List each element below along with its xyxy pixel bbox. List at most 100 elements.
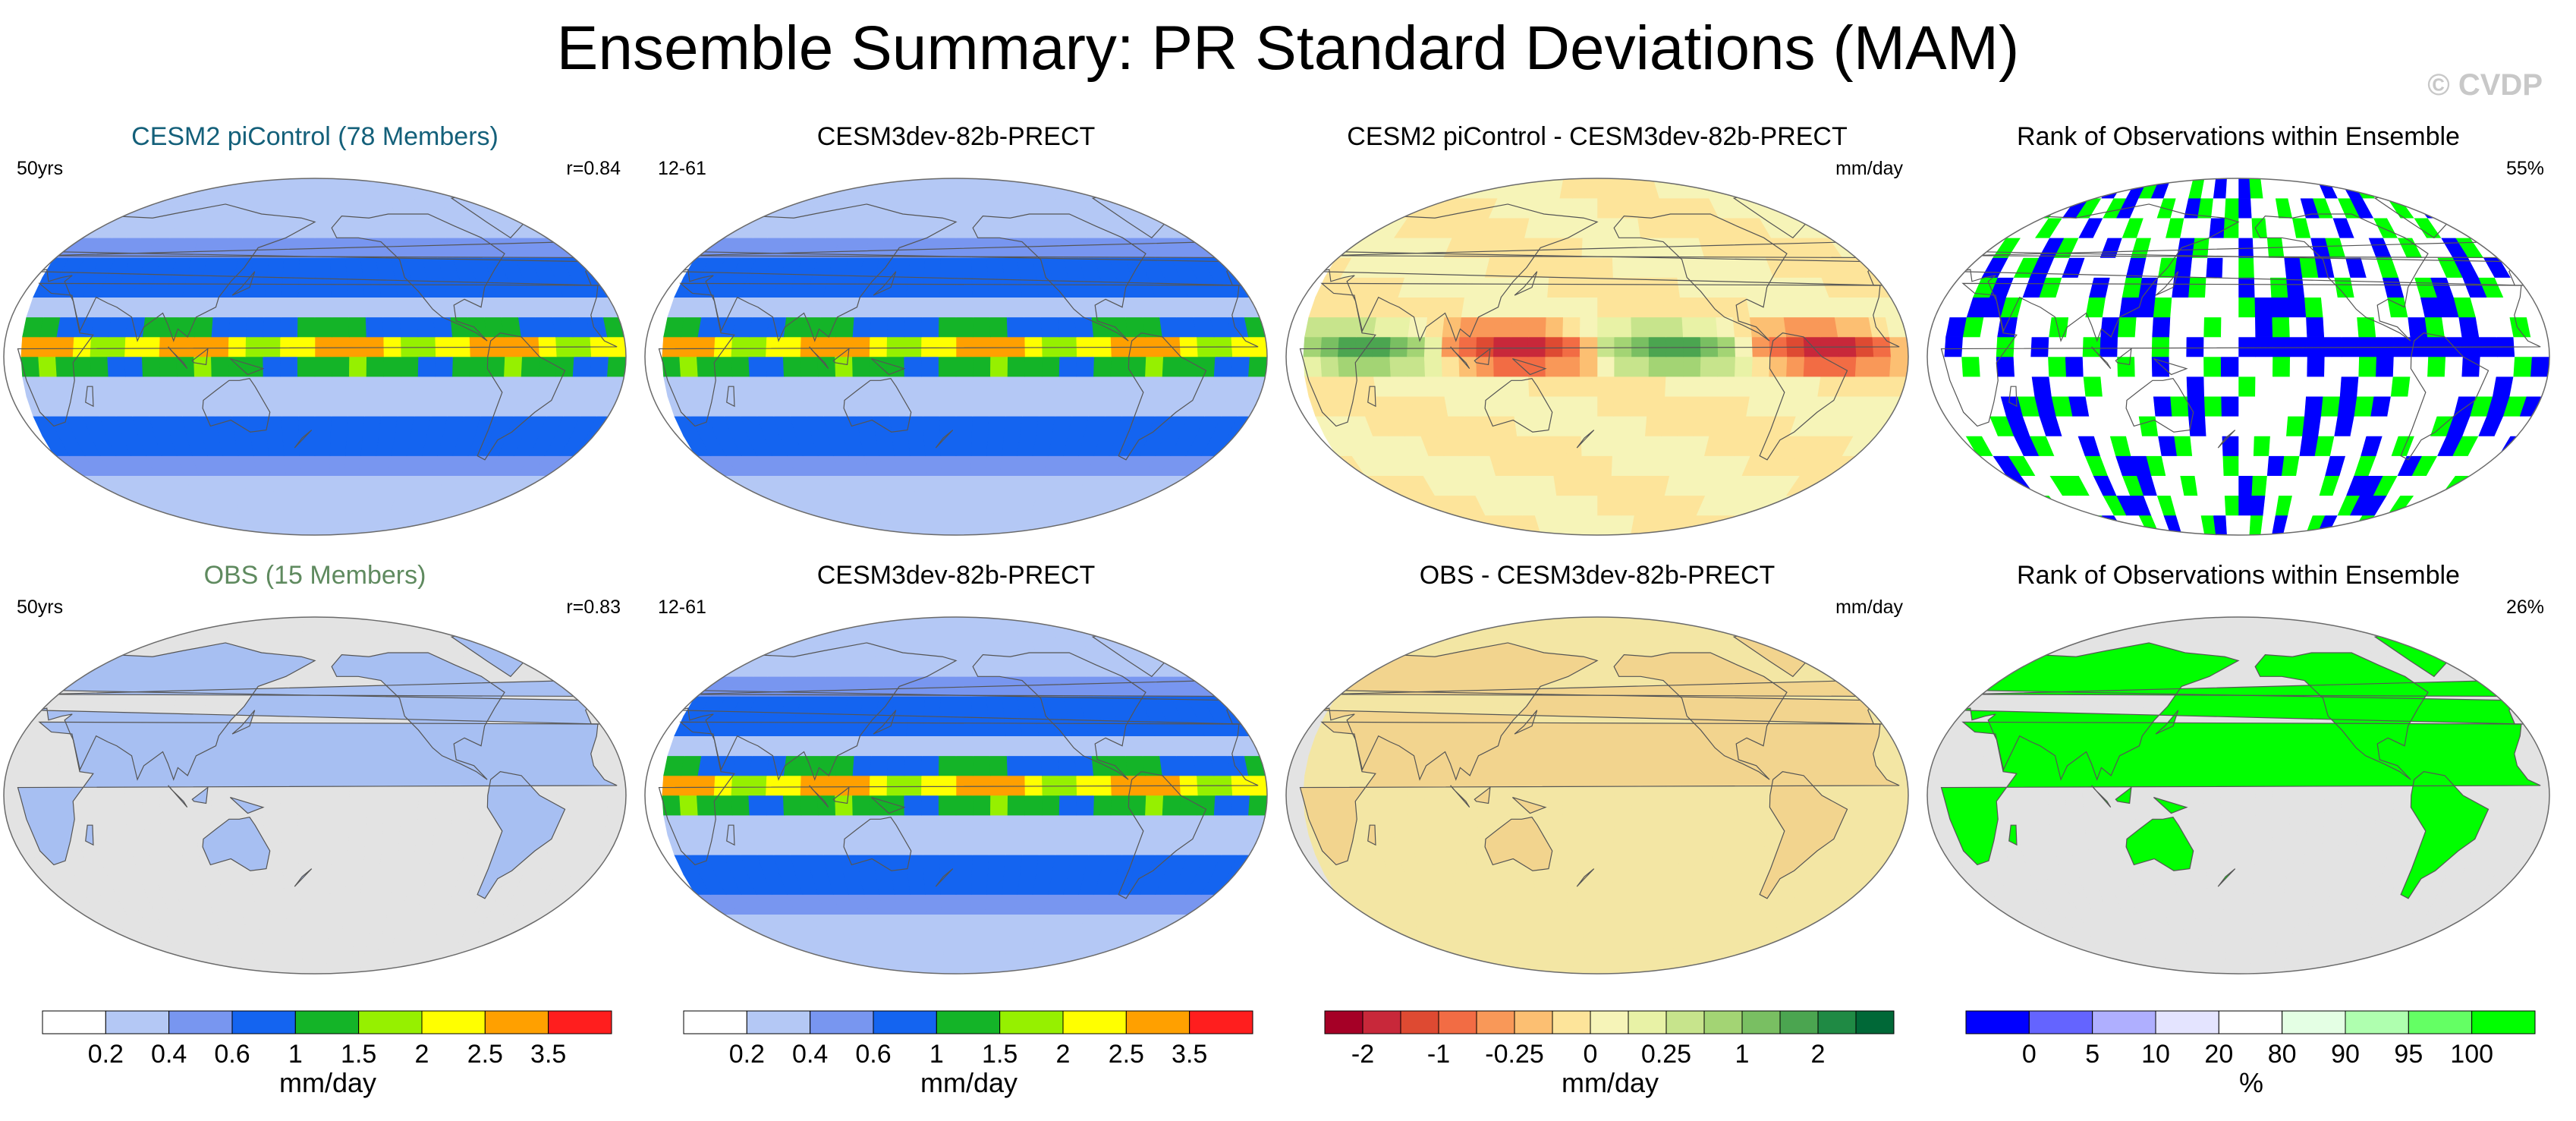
map-cell	[460, 178, 490, 199]
map-cell	[460, 515, 490, 535]
map-cell	[1511, 316, 1530, 338]
map-cell	[921, 795, 939, 816]
map-cell	[2324, 336, 2342, 357]
map-cell	[1596, 297, 1615, 318]
map-cell	[2272, 795, 2291, 816]
map-cell	[1630, 834, 1649, 855]
map-cell	[1389, 356, 1408, 377]
map-cell	[1643, 874, 1662, 895]
map-cell	[1108, 376, 1129, 397]
map-cell	[2306, 814, 2325, 836]
map-cell	[2186, 336, 2204, 357]
map-cell	[940, 455, 957, 476]
map-cell	[2203, 795, 2222, 816]
map-cell	[2417, 515, 2451, 535]
map-cell	[1566, 894, 1584, 915]
map-cell	[1444, 834, 1465, 855]
map-cell	[331, 297, 350, 318]
map-cell	[263, 297, 282, 318]
map-cell	[1648, 795, 1667, 816]
map-cell	[2102, 297, 2123, 318]
map-cell	[297, 814, 316, 836]
map-cell	[2272, 356, 2291, 377]
map-cell	[1596, 455, 1613, 476]
map-cell	[460, 617, 490, 638]
map-cell	[1783, 934, 1814, 955]
map-cell	[1372, 795, 1392, 816]
map-cell	[1410, 178, 1441, 199]
panel-units: mm/day	[1835, 158, 1903, 179]
map-cell	[98, 495, 129, 516]
map-cell	[1074, 814, 1094, 836]
map-cell	[1024, 755, 1043, 776]
map-cell	[483, 178, 514, 199]
map-cell	[107, 356, 126, 377]
coastline	[832, 348, 850, 366]
map-cell	[929, 934, 944, 955]
map-cell	[414, 834, 434, 855]
map-cell	[835, 316, 855, 338]
map-cell	[852, 755, 872, 776]
map-cell	[2496, 795, 2515, 816]
map-cell	[1493, 795, 1511, 816]
map-cell	[800, 376, 821, 397]
map-cell	[572, 356, 592, 377]
map-cell	[1765, 617, 1797, 638]
map-cell	[2153, 297, 2172, 318]
map-cell	[2238, 934, 2253, 955]
map-cell	[2134, 356, 2153, 377]
map-cell	[280, 814, 298, 836]
map-cell	[2186, 376, 2205, 397]
map-cell	[56, 316, 78, 338]
map-cell	[904, 297, 923, 318]
map-cell	[329, 874, 348, 895]
map-cell	[2266, 455, 2285, 476]
map-cell	[399, 376, 419, 397]
map-cell	[382, 316, 401, 338]
land-fill	[230, 797, 263, 814]
map-cell	[819, 297, 841, 318]
map-cell	[1006, 814, 1026, 836]
map-cell	[435, 356, 454, 377]
map-cell	[2449, 495, 2483, 516]
coastline	[535, 225, 549, 231]
map-cell	[1980, 755, 2002, 776]
map-cell	[1441, 356, 1460, 377]
map-cell	[756, 953, 788, 974]
map-cell	[107, 795, 126, 816]
map-cell	[2252, 894, 2269, 915]
map-cell	[288, 636, 303, 657]
map-cell	[159, 814, 180, 836]
map-cell	[2436, 934, 2469, 955]
map-cell	[300, 197, 316, 219]
land-fill	[1474, 787, 1490, 804]
map-cell	[471, 515, 502, 535]
map-cell	[970, 455, 987, 476]
map-cell	[1596, 277, 1615, 298]
map-cell	[1580, 834, 1598, 855]
map-cell	[1055, 834, 1075, 855]
map-cell	[725, 495, 758, 516]
map-cell	[1535, 455, 1555, 476]
map-cell	[970, 257, 989, 278]
map-cell	[1596, 475, 1612, 496]
map-cell	[1754, 617, 1785, 638]
map-cell	[2205, 855, 2223, 875]
map-cell	[2254, 416, 2272, 436]
map-cell	[1614, 814, 1632, 836]
map-cell	[115, 515, 147, 535]
map-cell	[2238, 356, 2257, 377]
coastline	[294, 430, 313, 449]
map-cell	[1795, 495, 1828, 516]
map-cell	[1303, 356, 1323, 377]
map-cell	[2203, 336, 2222, 357]
map-cell	[327, 197, 342, 219]
map-cell	[2288, 395, 2307, 417]
map-cell	[1004, 855, 1023, 875]
map-cell	[2288, 376, 2308, 397]
map-cell	[314, 257, 332, 278]
map-cell	[55, 336, 74, 357]
map-cell	[314, 894, 331, 915]
map-cell	[2272, 316, 2291, 338]
map-cell	[1570, 197, 1585, 219]
